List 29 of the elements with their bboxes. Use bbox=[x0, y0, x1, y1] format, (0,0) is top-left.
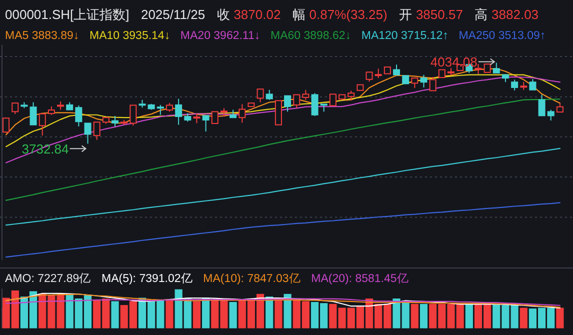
series-label: MA(20): 8581.45亿 bbox=[311, 272, 409, 285]
candlestick bbox=[238, 104, 246, 124]
bar bbox=[420, 304, 428, 328]
text: MA250 3513.09↑ bbox=[458, 30, 546, 42]
text: 幅 0.87%(33.25) bbox=[292, 7, 388, 22]
chart-title: 000001.SH[上证指数] bbox=[5, 7, 130, 22]
bar bbox=[284, 294, 292, 328]
text: 2025/11/25 bbox=[140, 7, 206, 22]
text: 高 3882.03 bbox=[474, 7, 539, 22]
annotation: 4034.08 bbox=[430, 54, 478, 70]
series-label: MA(5): 7391.02亿 bbox=[102, 272, 193, 285]
text: 收 3870.02 bbox=[216, 7, 281, 22]
series-label: AMO: 7227.89亿 bbox=[5, 272, 92, 285]
bar bbox=[410, 304, 418, 328]
bar bbox=[556, 308, 564, 328]
bar bbox=[465, 304, 473, 328]
text: MA60 3898.62↓ bbox=[270, 30, 352, 42]
bar bbox=[166, 299, 174, 328]
text: MA120 3715.12↑ bbox=[361, 30, 448, 42]
bar bbox=[111, 301, 119, 328]
text: 开 3850.57 bbox=[399, 7, 463, 22]
text: MA5 3883.89↓ bbox=[5, 30, 80, 42]
series-label: MA(10): 7847.03亿 bbox=[203, 272, 301, 285]
bar bbox=[229, 302, 237, 328]
bar bbox=[192, 301, 201, 328]
text: MA10 3935.14↓ bbox=[90, 30, 170, 42]
bar bbox=[274, 298, 282, 328]
bar bbox=[520, 308, 528, 328]
text: MA20 3962.11↓ bbox=[180, 30, 260, 42]
